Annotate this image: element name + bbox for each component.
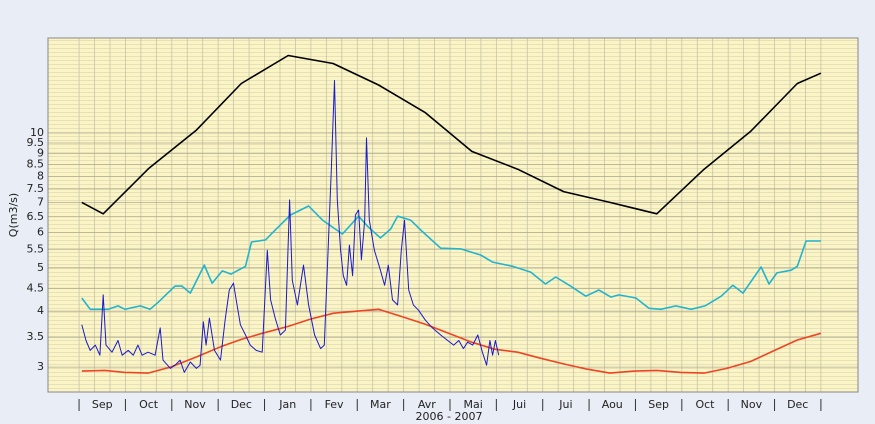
y-tick-label: 5.5: [27, 242, 45, 255]
y-tick-label: 7.5: [27, 182, 45, 195]
y-tick-label: 9: [37, 147, 44, 160]
series-line: [81, 80, 500, 373]
x-tick-label: Jan: [278, 398, 296, 411]
x-tick-label: Aou: [602, 398, 623, 411]
y-tick-label: 8: [37, 169, 44, 182]
x-tick-label: Dec: [231, 398, 252, 411]
y-tick-label: 10: [30, 126, 44, 139]
x-tick-label: Oct: [139, 398, 159, 411]
x-tick-label: Sep: [648, 398, 669, 411]
y-tick-label: 6.5: [27, 210, 45, 223]
x-tick-label: Avr: [418, 398, 436, 411]
series-line: [81, 308, 822, 374]
x-tick-label: Sep: [92, 398, 113, 411]
x-tick-label: Jui: [558, 398, 572, 411]
grid: [48, 38, 858, 392]
plot-frame: [47, 37, 859, 393]
lines: [81, 54, 822, 374]
x-tick-label: Nov: [184, 398, 206, 411]
x-tick-label: Oct: [695, 398, 715, 411]
x-tick-label: Mar: [370, 398, 391, 411]
x-tick-label: Jui: [512, 398, 526, 411]
y-tick-label: 5: [37, 261, 44, 274]
series-line: [81, 205, 821, 311]
y-tick-label: 4.5: [27, 281, 45, 294]
minor-grid: [48, 38, 858, 392]
y-axis-label: Q(m3/s): [7, 193, 20, 237]
series-line: [81, 54, 822, 215]
y-tick-label: 9.5: [27, 136, 45, 149]
y-tick-label: 6: [37, 225, 44, 238]
x-tick-label: Dec: [787, 398, 808, 411]
y-tick-label: 4: [37, 304, 44, 317]
y-tick-label: 8.5: [27, 158, 45, 171]
x-tick-label: Nov: [741, 398, 763, 411]
x-axis-label: 2006 - 2007: [416, 410, 483, 423]
x-tick-label: Mai: [464, 398, 483, 411]
y-tick-label: 3.5: [27, 330, 45, 343]
y-tick-label: 7: [37, 195, 44, 208]
x-tick-label: Fev: [325, 398, 344, 411]
y-tick-label: 3: [37, 360, 44, 373]
